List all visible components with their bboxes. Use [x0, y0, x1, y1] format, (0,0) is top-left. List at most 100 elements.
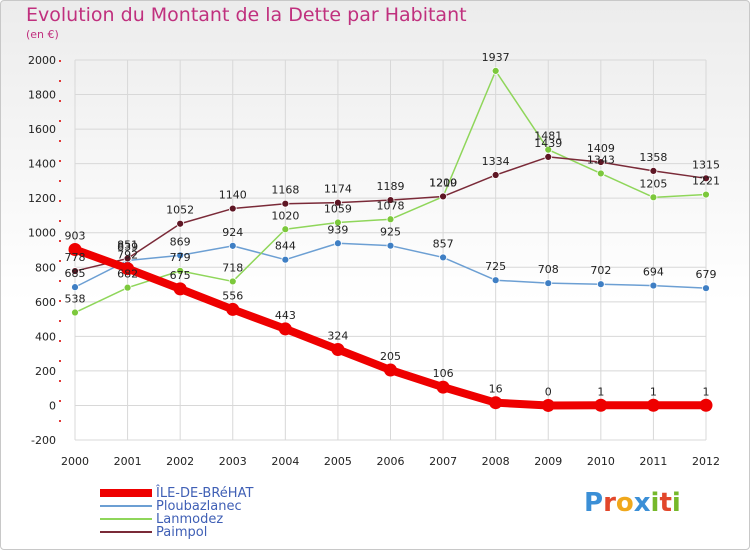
data-point: [123, 254, 132, 263]
data-point: [281, 225, 290, 234]
data-point: [436, 380, 450, 394]
data-label: 702: [590, 264, 611, 277]
x-tick-label: 2012: [692, 455, 720, 468]
y-tick-label: 1400: [28, 158, 56, 171]
data-point: [541, 398, 555, 412]
data-point: [596, 158, 605, 166]
y-tick-label: 800: [35, 261, 56, 274]
data-label: 538: [65, 293, 86, 306]
data-label: 205: [380, 350, 401, 363]
y-tick-label: 1000: [28, 227, 56, 240]
data-label: 679: [696, 268, 717, 281]
proxiti-logo: Proxiti: [584, 488, 681, 518]
data-point: [176, 219, 185, 228]
logo-letter: r: [603, 488, 616, 518]
x-tick-label: 2004: [271, 455, 299, 468]
data-point: [594, 398, 608, 412]
data-point: [649, 166, 658, 175]
data-point: [699, 398, 713, 412]
x-tick-label: 2008: [482, 455, 510, 468]
logo-letter: x: [633, 488, 651, 518]
data-label: 1052: [166, 204, 194, 217]
data-label: 1221: [692, 175, 720, 188]
y-tick-label: 400: [35, 330, 56, 343]
data-point: [334, 239, 342, 248]
data-label: 675: [170, 269, 191, 282]
data-label: 1409: [587, 142, 615, 155]
data-label: 1: [703, 385, 710, 398]
x-tick-label: 2011: [639, 455, 667, 468]
data-point: [71, 308, 79, 317]
data-label: 708: [538, 263, 559, 276]
data-label: 925: [380, 226, 401, 239]
legend-swatch: [100, 518, 152, 520]
chart-subtitle: (en €): [26, 28, 59, 41]
y-tick-label: -200: [31, 434, 56, 447]
data-point: [646, 398, 660, 412]
y-tick-label: 600: [35, 296, 56, 309]
y-tick-label: 200: [35, 365, 56, 378]
data-point: [702, 190, 710, 199]
data-point: [596, 280, 605, 289]
x-tick-label: 2005: [324, 455, 352, 468]
data-label: 1140: [219, 189, 247, 202]
data-label: 1189: [377, 180, 405, 193]
data-point: [176, 251, 185, 260]
x-tick-label: 2001: [114, 455, 142, 468]
data-point: [702, 284, 710, 293]
legend-item: Ploubazlanec: [100, 500, 360, 513]
data-point: [439, 253, 447, 262]
logo-letter: i: [671, 488, 681, 518]
data-label: 1439: [534, 137, 562, 150]
legend-swatch: [100, 505, 152, 507]
data-point: [649, 281, 658, 290]
data-label: 1078: [377, 199, 405, 212]
logo-letter: i: [650, 488, 660, 518]
data-label: 903: [65, 229, 86, 242]
data-point: [491, 276, 500, 285]
legend-label: Ploubazlanec: [156, 499, 242, 514]
data-label: 1: [597, 385, 604, 398]
data-label: 1205: [639, 177, 667, 190]
legend-swatch: [100, 531, 152, 533]
data-point: [123, 283, 132, 292]
data-label: 939: [327, 223, 348, 236]
data-label: 857: [433, 237, 454, 250]
data-label: 851: [117, 238, 138, 251]
data-label: 1210: [429, 176, 457, 189]
data-label: 869: [170, 235, 191, 248]
data-label: 1343: [587, 153, 615, 166]
legend-swatch: [100, 489, 152, 497]
data-label: 924: [222, 226, 243, 239]
data-label: 694: [643, 266, 664, 279]
data-label: 1481: [534, 130, 562, 143]
data-point: [334, 198, 342, 207]
x-tick-label: 2010: [587, 455, 615, 468]
data-point: [489, 396, 503, 410]
data-label: 443: [275, 309, 296, 322]
data-point: [71, 267, 79, 275]
x-tick-label: 2002: [166, 455, 194, 468]
data-label: 1937: [482, 51, 510, 64]
data-label: 718: [222, 261, 243, 274]
data-label: 792: [117, 249, 138, 262]
data-label: 556: [222, 289, 243, 302]
data-point: [228, 241, 237, 250]
data-label: 1358: [639, 151, 667, 164]
data-label: 1209: [429, 177, 457, 190]
y-tick-label: 1800: [28, 89, 56, 102]
data-point: [173, 282, 187, 296]
x-tick-label: 2009: [534, 455, 562, 468]
data-label: 1168: [271, 184, 299, 197]
legend-item: ÎLE-DE-BRéHAT: [100, 487, 360, 500]
data-point: [121, 262, 135, 276]
data-point: [334, 218, 342, 227]
legend-label: Lanmodez: [156, 512, 224, 527]
data-label: 1: [650, 385, 657, 398]
logo-letter: P: [584, 488, 604, 518]
data-label: 778: [65, 251, 86, 264]
logo-letter: o: [615, 488, 634, 518]
data-label: 0: [545, 385, 552, 398]
data-label: 839: [117, 241, 138, 254]
data-point: [491, 66, 500, 75]
